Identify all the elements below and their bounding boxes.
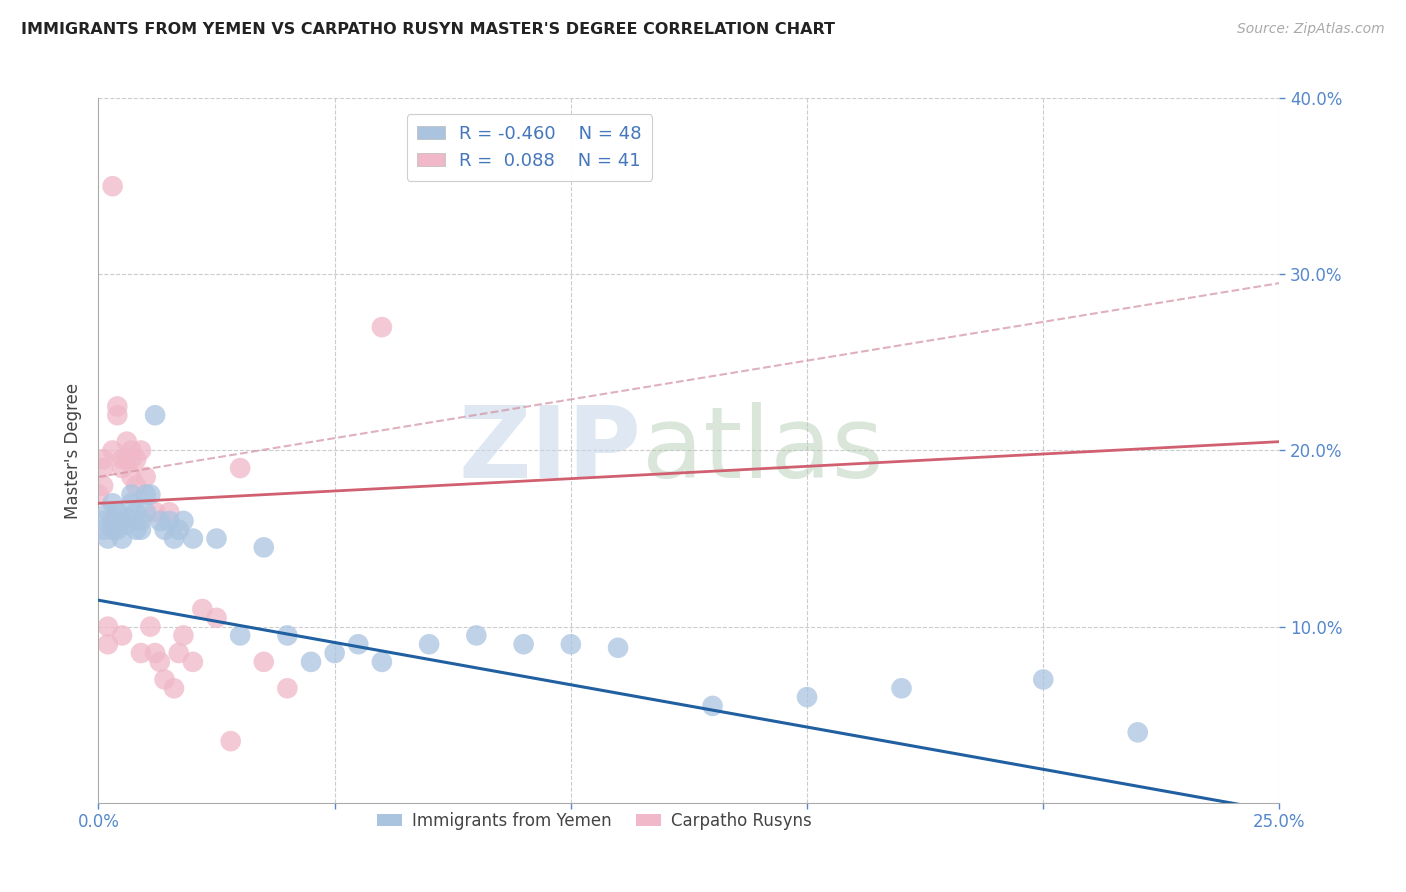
Point <box>163 532 186 546</box>
Point <box>105 408 128 422</box>
Point <box>1032 673 1054 687</box>
Point <box>135 487 157 501</box>
Text: Source: ZipAtlas.com: Source: ZipAtlas.com <box>1237 22 1385 37</box>
Point <box>129 523 152 537</box>
Point <box>371 655 394 669</box>
Point <box>181 655 204 669</box>
Point <box>143 505 166 519</box>
Point <box>121 496 143 510</box>
Point <box>91 452 114 467</box>
Point <box>139 487 162 501</box>
Point <box>129 646 152 660</box>
Point <box>465 628 488 642</box>
Point <box>135 470 157 484</box>
Y-axis label: Master's Degree: Master's Degree <box>65 383 83 518</box>
Point <box>97 505 120 519</box>
Point <box>1126 725 1149 739</box>
Point <box>91 461 114 475</box>
Point <box>163 681 186 696</box>
Point <box>299 655 322 669</box>
Point <box>276 628 298 642</box>
Point <box>111 514 134 528</box>
Point <box>125 452 148 467</box>
Point <box>97 637 120 651</box>
Point <box>111 532 134 546</box>
Point <box>101 514 124 528</box>
Point <box>115 434 138 449</box>
Point <box>121 452 143 467</box>
Point <box>153 523 176 537</box>
Point <box>149 655 172 669</box>
Point <box>347 637 370 651</box>
Point <box>101 523 124 537</box>
Point <box>560 637 582 651</box>
Point <box>229 628 252 642</box>
Point <box>115 452 138 467</box>
Point <box>129 443 152 458</box>
Point <box>121 470 143 484</box>
Point <box>796 690 818 705</box>
Point <box>121 487 143 501</box>
Point <box>153 673 176 687</box>
Point <box>229 461 252 475</box>
Point <box>115 517 138 532</box>
Point <box>890 681 912 696</box>
Point <box>97 532 120 546</box>
Point <box>105 505 128 519</box>
Point <box>418 637 440 651</box>
Point <box>205 532 228 546</box>
Point <box>101 523 124 537</box>
Point <box>323 646 346 660</box>
Point <box>181 532 204 546</box>
Point <box>143 408 166 422</box>
Point <box>87 487 110 501</box>
Point <box>105 400 128 414</box>
Point <box>101 443 124 458</box>
Point <box>125 505 148 519</box>
Point <box>143 646 166 660</box>
Point <box>512 637 534 651</box>
Point <box>253 655 276 669</box>
Point <box>253 541 276 555</box>
Point <box>115 510 138 524</box>
Point <box>111 461 134 475</box>
Text: IMMIGRANTS FROM YEMEN VS CARPATHO RUSYN MASTER'S DEGREE CORRELATION CHART: IMMIGRANTS FROM YEMEN VS CARPATHO RUSYN … <box>21 22 835 37</box>
Point <box>125 478 148 492</box>
Point <box>191 602 214 616</box>
Point <box>172 628 194 642</box>
Point <box>219 734 242 748</box>
Point <box>121 443 143 458</box>
Point <box>205 611 228 625</box>
Point <box>139 619 162 633</box>
Point <box>125 523 148 537</box>
Point <box>167 646 190 660</box>
Point <box>702 698 724 713</box>
Point <box>111 452 134 467</box>
Point <box>276 681 298 696</box>
Point <box>97 619 120 633</box>
Point <box>157 505 180 519</box>
Point <box>149 514 172 528</box>
Point <box>105 523 128 537</box>
Text: atlas: atlas <box>641 402 883 499</box>
Point <box>135 505 157 519</box>
Point <box>91 514 114 528</box>
Point <box>167 523 190 537</box>
Legend: Immigrants from Yemen, Carpatho Rusyns: Immigrants from Yemen, Carpatho Rusyns <box>370 805 818 837</box>
Point <box>91 478 114 492</box>
Point <box>607 640 630 655</box>
Point <box>101 179 124 194</box>
Point <box>129 514 152 528</box>
Text: ZIP: ZIP <box>458 402 641 499</box>
Point <box>111 628 134 642</box>
Point <box>101 496 124 510</box>
Point <box>371 320 394 334</box>
Point <box>172 514 194 528</box>
Point <box>157 514 180 528</box>
Point <box>91 523 114 537</box>
